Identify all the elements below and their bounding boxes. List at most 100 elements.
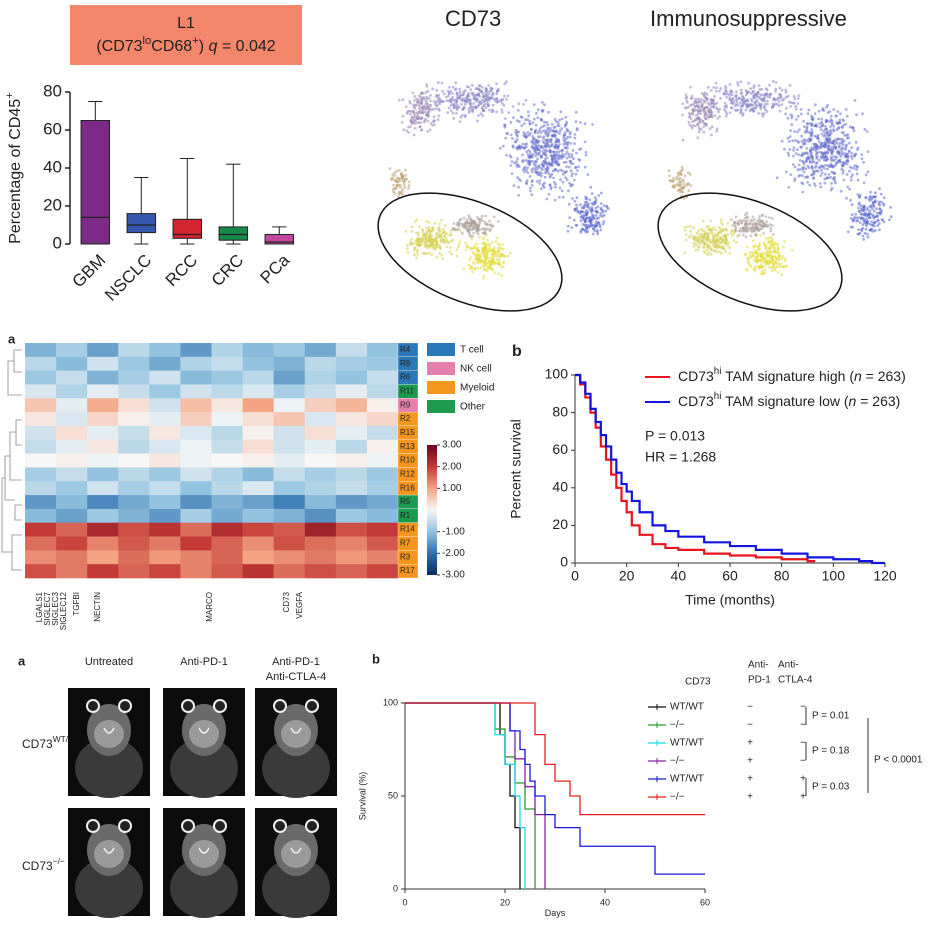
tsne-dot	[484, 229, 487, 233]
tsne-dot	[770, 258, 774, 262]
tsne-dot	[436, 118, 440, 122]
tsne-dot	[868, 209, 872, 213]
heat-cell	[56, 522, 88, 537]
gene-label: SIGLEC7	[43, 591, 52, 625]
tsne-dot	[773, 246, 777, 250]
text-part: lo	[143, 35, 152, 47]
tsne-dot	[794, 152, 798, 155]
y-axis-label: Percent survival	[508, 419, 524, 519]
tsne-dot	[752, 86, 756, 90]
tsne-dot	[511, 145, 515, 149]
tsne-dot	[710, 133, 713, 137]
tsne-dot	[797, 163, 801, 167]
tsne-dot	[858, 193, 862, 197]
tsne-dot	[754, 234, 758, 237]
tsne-dot	[755, 98, 759, 102]
tsne-dot	[849, 198, 852, 202]
tsne-dot	[476, 104, 480, 108]
tsne-dot	[694, 108, 698, 112]
tsne-dot	[733, 224, 737, 228]
tsne-dot	[538, 135, 542, 139]
tsne-dot	[826, 167, 829, 171]
tsne-dot	[705, 248, 709, 252]
tsne-dot	[733, 104, 737, 108]
text-part: n	[854, 368, 862, 384]
tsne-dot	[826, 138, 829, 142]
tsne-dot	[491, 109, 495, 113]
tsne-dot	[414, 115, 417, 119]
tsne-dot	[680, 187, 683, 191]
tsne-dot	[454, 87, 458, 91]
header-label: (CD73loCD68+) q = 0.042	[96, 35, 275, 55]
heat-cell	[335, 467, 368, 482]
tsne-dot	[425, 226, 428, 230]
tsne-dot	[694, 235, 697, 239]
tsne-dot	[817, 140, 821, 143]
tsne-dot	[563, 131, 567, 135]
tsne-dot	[442, 92, 446, 96]
mouse-ventricle	[198, 727, 210, 734]
tsne-dot	[477, 254, 480, 258]
tsne-dot	[557, 124, 561, 128]
tsne-dot	[827, 173, 831, 176]
heat-cell	[304, 508, 337, 524]
heat-cell	[211, 356, 243, 371]
heat-cell	[335, 398, 368, 413]
tsne-dot	[501, 98, 505, 101]
tsne-dot	[539, 154, 543, 158]
tsne-dot	[759, 264, 762, 268]
tsne-dot	[689, 233, 693, 237]
tsne-dot	[682, 182, 686, 186]
tsne-dot	[412, 133, 416, 137]
tsne-dot	[694, 238, 698, 242]
heat-cell	[211, 550, 243, 565]
tsne-dot	[703, 95, 706, 98]
tsne-dot	[800, 154, 804, 158]
tsne-dot	[483, 244, 487, 248]
tsne-dot	[536, 135, 540, 139]
tsne-dot	[591, 213, 594, 217]
tsne-dot	[696, 101, 700, 104]
tsne-dot	[470, 237, 474, 241]
heat-cell	[118, 398, 150, 413]
tsne-dot	[806, 175, 809, 179]
tsne-dot	[474, 247, 478, 250]
tsne-dot	[596, 221, 600, 225]
tsne-dot	[676, 189, 680, 193]
tsne-dot	[418, 111, 422, 115]
tsne-dot	[766, 254, 770, 257]
tsne-dot	[868, 222, 872, 226]
tsne-dot	[424, 235, 427, 239]
tsne-dot	[715, 233, 719, 237]
tsne-dot	[845, 114, 849, 118]
tsne-dot	[570, 153, 574, 157]
y-tick-label: 60	[552, 441, 568, 457]
tsne-dot	[680, 165, 684, 169]
tsne-dot	[823, 172, 827, 176]
tsne-dot	[559, 110, 563, 114]
tsne-dot	[531, 135, 535, 138]
text-part: = 263)	[856, 393, 900, 409]
tsne-dot	[712, 86, 716, 89]
row-label: R1	[400, 511, 411, 520]
tsne-dot	[806, 112, 810, 115]
tsne-dot	[541, 164, 545, 168]
tsne-dot	[762, 105, 766, 109]
row-group	[397, 564, 419, 579]
tsne-dot	[733, 228, 737, 232]
tsne-dot	[788, 135, 792, 139]
tsne-dot	[420, 128, 423, 132]
heat-cell	[180, 481, 212, 496]
tsne-dot	[488, 229, 492, 233]
tsne-dot	[832, 159, 836, 162]
heat-cell	[335, 550, 368, 565]
tsne-dot	[681, 113, 684, 117]
tsne-dot	[817, 158, 821, 162]
tsne-dot	[762, 272, 766, 275]
tsne-dot	[762, 225, 766, 228]
tsne-dot	[449, 233, 453, 237]
tsne-dot	[844, 144, 848, 148]
tsne-dot	[393, 171, 396, 175]
tsne-dot	[491, 103, 495, 107]
tsne-dot	[564, 152, 568, 156]
